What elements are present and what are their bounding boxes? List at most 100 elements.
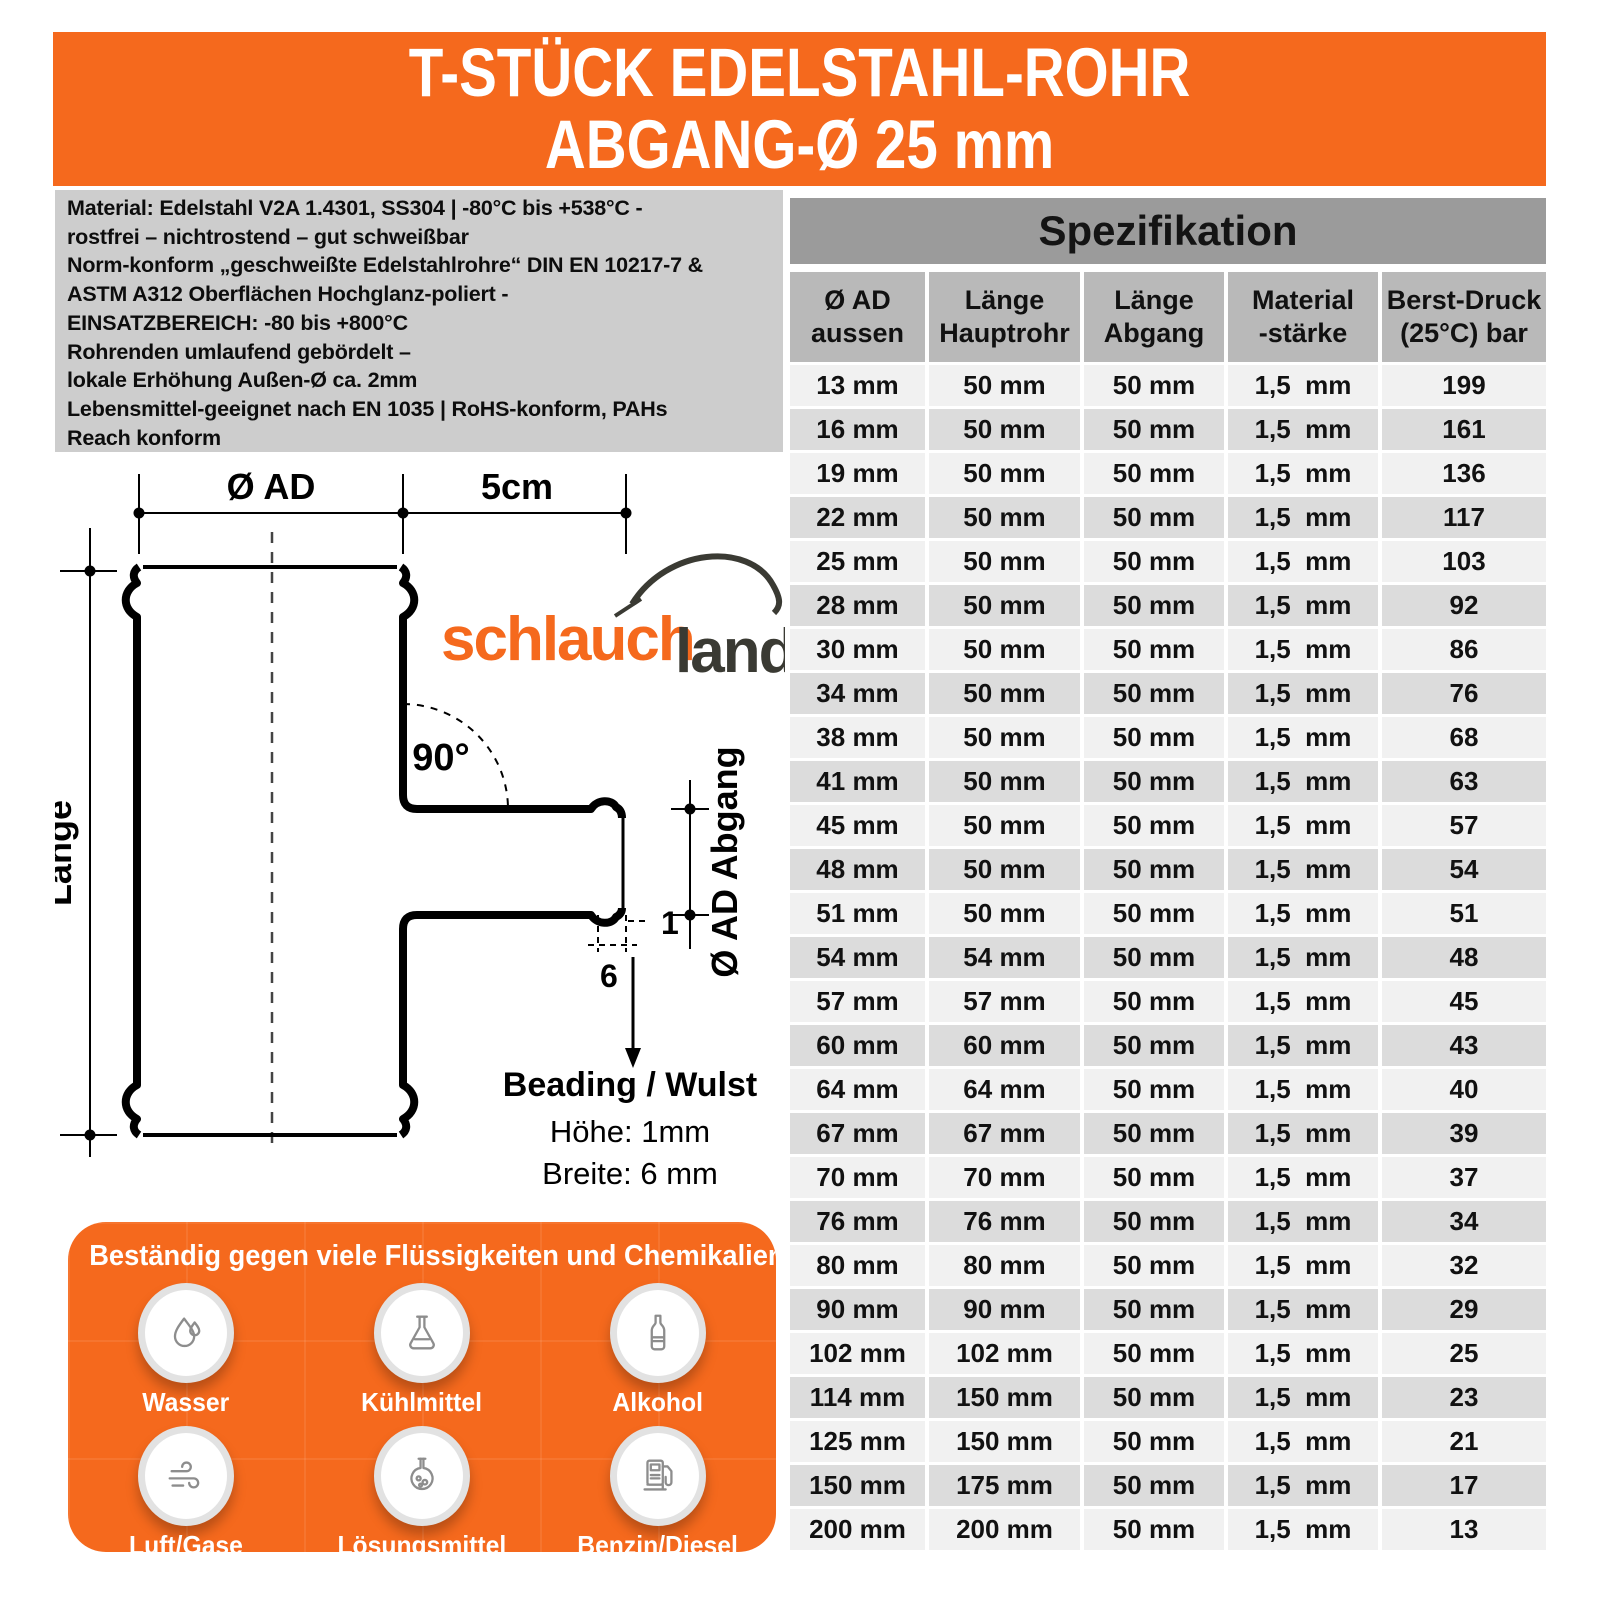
dim-label-5cm: 5cm — [481, 466, 553, 507]
spec-table-title: Spezifikation — [790, 198, 1546, 264]
spec-cell: 50 mm — [1084, 1377, 1224, 1418]
round-flask-icon — [410, 1457, 434, 1491]
spec-cell: 57 — [1382, 805, 1546, 846]
spec-cell: 92 — [1382, 585, 1546, 626]
spec-cell: 67 mm — [929, 1113, 1080, 1154]
spec-cell: 76 — [1382, 673, 1546, 714]
spec-cell: 50 mm — [929, 497, 1080, 538]
spec-cell: 50 mm — [1084, 849, 1224, 890]
spec-cell: 68 — [1382, 717, 1546, 758]
spec-cell: 17 — [1382, 1465, 1546, 1506]
spec-cell: 50 mm — [1084, 1245, 1224, 1286]
spec-cell: 125 mm — [790, 1421, 925, 1462]
chem-label: Kühlmittel — [361, 1387, 483, 1417]
spec-cell: 1,5 mm — [1228, 1465, 1378, 1506]
bead-hoehe: Höhe: 1mm — [550, 1114, 710, 1149]
spec-cell: 150 mm — [929, 1421, 1080, 1462]
spec-cell: 45 — [1382, 981, 1546, 1022]
spec-cell: 86 — [1382, 629, 1546, 670]
spec-cell: 64 mm — [790, 1069, 925, 1110]
spec-cell: 50 mm — [929, 805, 1080, 846]
chem-item-wasser: Wasser — [68, 1283, 304, 1418]
spec-cell: 28 mm — [790, 585, 925, 626]
spec-cell: 200 mm — [929, 1509, 1080, 1550]
chemical-resistance-box: Beständig gegen viele Flüssigkeiten und … — [68, 1222, 776, 1552]
col-header-staerke: Material -stärke — [1228, 272, 1378, 362]
spec-cell: 22 mm — [790, 497, 925, 538]
spec-cell: 150 mm — [929, 1377, 1080, 1418]
spec-cell: 34 mm — [790, 673, 925, 714]
spec-cell: 13 — [1382, 1509, 1546, 1550]
spec-cell: 1,5 mm — [1228, 365, 1378, 406]
spec-cell: 1,5 mm — [1228, 717, 1378, 758]
spec-cell: 50 mm — [1084, 893, 1224, 934]
spec-cell: 117 — [1382, 497, 1546, 538]
badge — [138, 1426, 234, 1526]
chem-label: Benzin/Diesel — [577, 1530, 739, 1552]
erlenmeyer-flask-icon — [409, 1315, 435, 1350]
badge — [374, 1283, 470, 1383]
spec-cell: 50 mm — [1084, 717, 1224, 758]
spec-cell: 50 mm — [929, 365, 1080, 406]
pipe-right-upper-edge — [398, 563, 626, 819]
technical-drawing: Ø AD 5cm Länge Ø AD Abgang 90° — [55, 452, 785, 1217]
spec-cell: 50 mm — [1084, 805, 1224, 846]
fuel-pump-icon — [643, 1459, 673, 1491]
spec-cell: 136 — [1382, 453, 1546, 494]
pipe-right-lower-edge — [398, 907, 626, 1139]
spec-cell: 50 mm — [1084, 1069, 1224, 1110]
spec-cell: 50 mm — [929, 541, 1080, 582]
col-header-abgang: Länge Abgang — [1084, 272, 1224, 362]
spec-cell: 1,5 mm — [1228, 1289, 1378, 1330]
spec-cell: 48 — [1382, 937, 1546, 978]
spec-cell: 90 mm — [790, 1289, 925, 1330]
dim-dot — [684, 803, 696, 815]
dim-dot — [620, 507, 632, 519]
spec-cell: 25 mm — [790, 541, 925, 582]
spec-cell: 50 mm — [929, 673, 1080, 714]
bead-height-label: 1 — [661, 905, 679, 941]
col-header-hauptrohr: Länge Hauptrohr — [929, 272, 1080, 362]
badge — [374, 1426, 470, 1526]
spec-cell: 51 mm — [790, 893, 925, 934]
spec-cell: 76 mm — [929, 1201, 1080, 1242]
chem-label: Luft/Gase — [129, 1530, 243, 1552]
water-drop-icon — [173, 1317, 201, 1348]
spec-cell: 21 — [1382, 1421, 1546, 1462]
spec-cell: 50 mm — [929, 409, 1080, 450]
spec-cell: 1,5 mm — [1228, 541, 1378, 582]
t-piece-diagram: Ø AD 5cm Länge Ø AD Abgang 90° — [55, 466, 785, 1191]
badge — [610, 1426, 706, 1526]
spec-cell: 50 mm — [929, 585, 1080, 626]
spec-cell: 150 mm — [790, 1465, 925, 1506]
bead-detail-dashes — [588, 915, 650, 952]
spec-cell: 16 mm — [790, 409, 925, 450]
badge — [610, 1283, 706, 1383]
dim-dot — [684, 909, 696, 921]
spec-cell: 1,5 mm — [1228, 849, 1378, 890]
spec-cell: 103 — [1382, 541, 1546, 582]
spec-cell: 200 mm — [790, 1509, 925, 1550]
spec-cell: 32 — [1382, 1245, 1546, 1286]
spec-cell: 50 mm — [929, 453, 1080, 494]
spec-cell: 57 mm — [790, 981, 925, 1022]
dim-label-abgang: Ø AD Abgang — [704, 746, 745, 977]
spec-cell: 70 mm — [790, 1157, 925, 1198]
spec-cell: 23 — [1382, 1377, 1546, 1418]
spec-cell: 13 mm — [790, 365, 925, 406]
dim-label-laenge: Länge — [55, 800, 79, 906]
spec-cell: 50 mm — [1084, 1421, 1224, 1462]
spec-cell: 50 mm — [1084, 1289, 1224, 1330]
spec-cell: 50 mm — [1084, 453, 1224, 494]
spec-cell: 60 mm — [929, 1025, 1080, 1066]
spec-cell: 90 mm — [929, 1289, 1080, 1330]
spec-cell: 19 mm — [790, 453, 925, 494]
spec-cell: 1,5 mm — [1228, 1509, 1378, 1550]
spec-cell: 1,5 mm — [1228, 981, 1378, 1022]
bottle-icon — [650, 1314, 666, 1351]
spec-cell: 1,5 mm — [1228, 1157, 1378, 1198]
spec-cell: 1,5 mm — [1228, 1201, 1378, 1242]
spec-cell: 54 mm — [790, 937, 925, 978]
col-header-berstdruck: Berst-Druck (25°C) bar — [1382, 272, 1546, 362]
bead-breite: Breite: 6 mm — [542, 1156, 718, 1191]
